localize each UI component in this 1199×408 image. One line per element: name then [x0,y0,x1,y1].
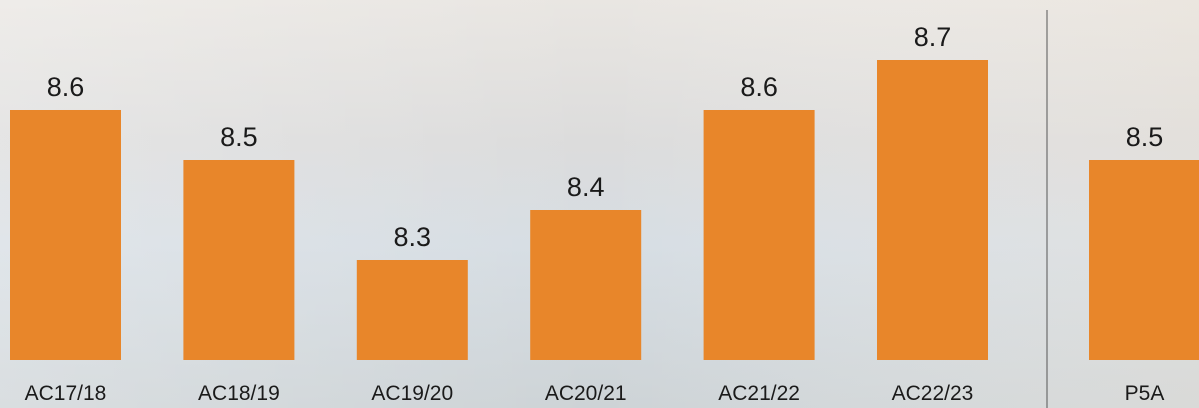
x-tick-label: AC21/22 [718,382,800,405]
x-tick-label: AC22/23 [892,382,974,405]
x-tick-label: AC17/18 [25,382,107,405]
bar [703,110,815,360]
value-label: 8.3 [394,222,432,252]
x-tick-label: AC20/21 [545,382,627,405]
value-label: 8.4 [567,172,605,202]
value-label: 8.6 [47,72,85,102]
x-tick-label: AC18/19 [198,382,280,405]
bar [877,60,988,360]
value-label: 8.6 [740,72,778,102]
bar [1089,160,1199,360]
x-tick-label: P5A [1125,382,1165,405]
x-tick-label: AC19/20 [371,382,453,405]
bar [530,210,642,360]
value-label: 8.5 [1126,122,1164,152]
value-label: 8.7 [914,22,952,52]
bar [10,110,121,360]
bar [183,160,295,360]
value-label: 8.5 [220,122,258,152]
bar [356,260,468,360]
